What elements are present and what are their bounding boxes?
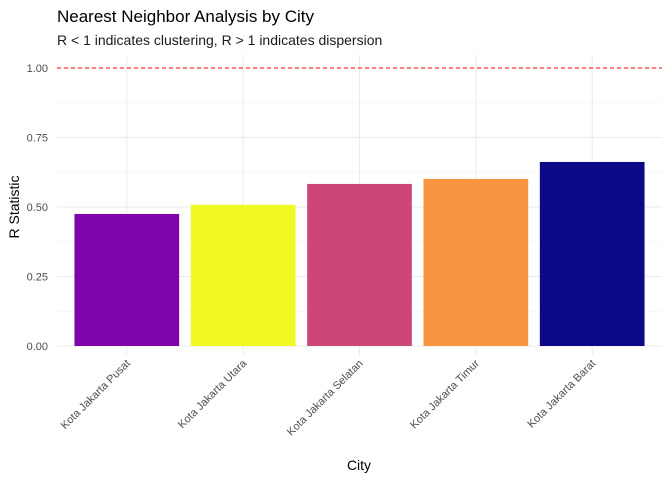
y-tick-label: 1.00 [27,63,48,75]
y-axis-title: R Statistic [6,175,22,238]
bar [190,204,296,346]
bar [74,213,180,346]
x-tick-label: Kota Jakarta Pusat [59,358,133,432]
x-axis-ticks: Kota Jakarta Pusat Kota Jakarta Utara Kota… [59,357,599,438]
x-tick-label: Kota Jakarta Selatan [285,358,366,439]
y-tick-label: 0.00 [27,341,48,353]
x-axis-title: City [347,457,371,473]
x-tick-label: Kota Jakarta Barat [525,358,598,431]
bar [307,183,412,346]
chart-subtitle: R < 1 indicates clustering, R > 1 indica… [57,32,383,48]
y-tick-label: 0.25 [27,272,48,284]
bar [539,161,645,346]
bars [74,161,645,346]
bar [423,178,529,346]
y-tick-label: 0.50 [27,202,48,214]
y-tick-label: 0.75 [27,133,48,145]
chart-title: Nearest Neighbor Analysis by City [57,7,315,26]
x-tick-label: Kota Jakarta Utara [176,357,250,431]
x-tick-label: Kota Jakarta Timur [408,357,482,431]
y-axis-ticks: 0.00 0.25 0.50 0.75 1.00 [27,63,48,353]
